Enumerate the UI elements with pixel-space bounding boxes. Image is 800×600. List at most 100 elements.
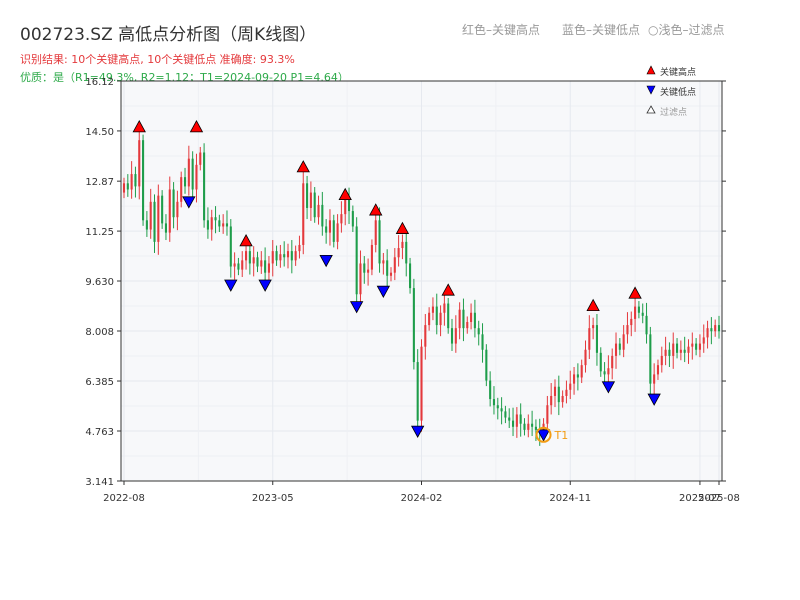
key-high-marker [395, 221, 410, 234]
key-low-marker [224, 279, 238, 292]
candle-body [409, 263, 412, 289]
candle-body [481, 334, 484, 350]
candle-body [435, 306, 438, 326]
candle-body [641, 312, 644, 316]
candle-body [145, 220, 148, 230]
legend-filtered-label: 过滤点 [660, 106, 687, 118]
candle-body [595, 325, 598, 353]
candle-body [321, 204, 324, 227]
candle-body [279, 254, 282, 261]
candle-body [584, 349, 587, 366]
candle-body [496, 405, 499, 409]
candle-body [313, 192, 316, 218]
candle-body [126, 183, 129, 190]
y-tick-label: 4.763 [85, 427, 114, 438]
candle-body [222, 223, 225, 227]
y-tick-label: 11.25 [85, 227, 114, 238]
candle-body [378, 220, 381, 264]
candle-body [302, 183, 305, 245]
candle-body [142, 140, 145, 221]
candle-body [340, 214, 343, 224]
candle-body [656, 365, 660, 375]
candle-body [298, 244, 301, 252]
candle-body [256, 257, 259, 267]
candle-body [534, 426, 537, 430]
candle-body [164, 223, 168, 233]
candle-body [588, 328, 591, 350]
candle-body [161, 195, 164, 224]
key-high-marker [369, 203, 383, 216]
candle-body [336, 223, 339, 242]
candle-body [668, 349, 671, 356]
candle-body [195, 164, 198, 190]
candle-body [458, 309, 461, 329]
candle-body [603, 371, 606, 375]
candle-body [504, 411, 507, 418]
candle-body [317, 204, 320, 218]
y-tick-label: 8.008 [85, 327, 114, 338]
candle-body [450, 328, 454, 344]
candle-body [618, 343, 621, 350]
top-legend-filtered: ○浅色–过滤点 [648, 23, 725, 37]
key-high-marker [338, 187, 352, 201]
candle-body [553, 386, 557, 396]
top-legend-low: 蓝色–关键低点 [562, 23, 641, 37]
pivot-markers: T1 [132, 120, 661, 443]
candle-body [264, 260, 267, 273]
candle-body [599, 352, 602, 372]
candle-body [176, 201, 179, 218]
candle-body [714, 325, 717, 332]
candle-body [466, 322, 469, 329]
candle-body [351, 211, 354, 227]
candle-body [622, 334, 625, 350]
candle-body [286, 251, 290, 258]
key-high-marker [441, 283, 455, 296]
key-high-marker [628, 286, 642, 299]
candle-body [157, 195, 160, 242]
key-low-marker [647, 393, 661, 406]
candle-body [401, 241, 404, 249]
candle-body [191, 158, 194, 190]
candle-body [416, 362, 419, 421]
candle-body [149, 201, 152, 230]
candle-body [252, 257, 255, 264]
candle-body [203, 152, 206, 221]
candle-body [710, 328, 713, 332]
candle-body [374, 220, 377, 245]
plot-frame [120, 80, 723, 482]
candle-body [237, 263, 240, 270]
x-tick-label: 2025-07 [679, 493, 721, 504]
candle-body [706, 328, 709, 338]
candle-body [412, 288, 415, 363]
candle-body [462, 309, 465, 329]
candle-body [424, 325, 427, 347]
candle-body [508, 417, 511, 421]
candle-body [519, 414, 522, 424]
candle-body [649, 334, 652, 384]
candle-body [489, 380, 492, 400]
candle-body [180, 177, 183, 202]
key-high-marker [189, 120, 204, 133]
x-tick-label: 2024-02 [401, 493, 443, 504]
legend-low-label: 关键低点 [660, 86, 696, 98]
candle-body [183, 177, 187, 187]
key-low-marker [376, 285, 391, 299]
candle-body [328, 220, 332, 233]
candle-body [309, 192, 312, 208]
candle-body [565, 389, 568, 396]
candle-body [443, 303, 446, 313]
candle-body [523, 423, 526, 430]
candle-body [702, 337, 705, 344]
key-low-marker [319, 254, 333, 268]
candle-body [283, 254, 286, 258]
candle-body [248, 251, 251, 264]
candle-body [660, 355, 663, 366]
candle-body [477, 328, 480, 335]
candle-body [683, 349, 686, 353]
candle-body [386, 260, 389, 276]
candle-body [134, 174, 137, 187]
candle-body [653, 374, 656, 384]
candle-body [687, 346, 690, 353]
candle-body [531, 423, 534, 427]
candle-body [511, 420, 515, 427]
